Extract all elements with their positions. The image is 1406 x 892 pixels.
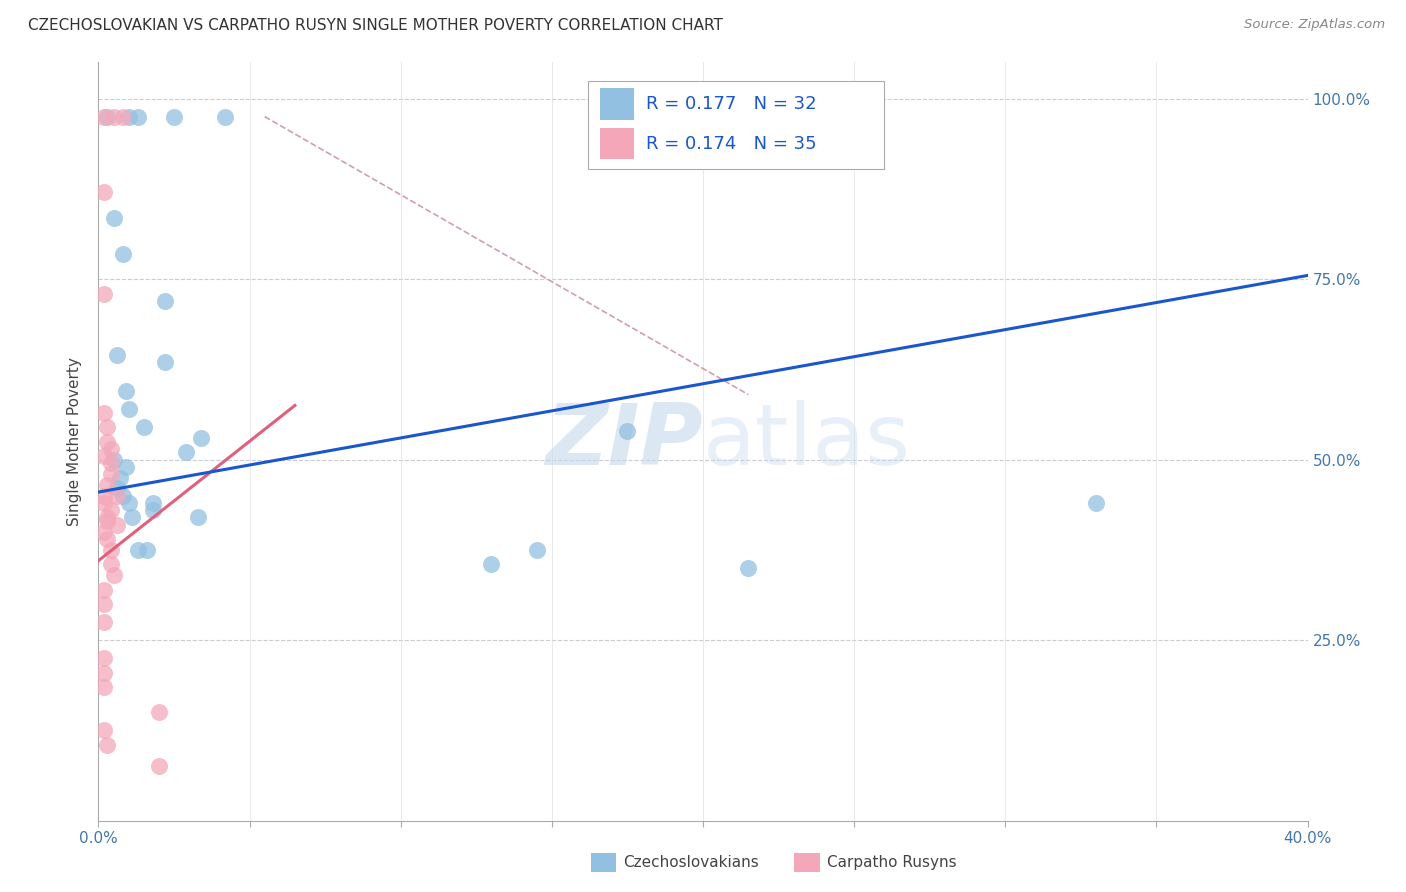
Text: atlas: atlas xyxy=(703,400,911,483)
Point xyxy=(93,680,115,694)
Point xyxy=(100,456,122,470)
Point xyxy=(111,110,134,124)
Text: R = 0.174   N = 35: R = 0.174 N = 35 xyxy=(647,135,817,153)
Point xyxy=(93,615,115,629)
Point xyxy=(118,496,141,510)
Point xyxy=(148,706,170,720)
Point xyxy=(96,510,118,524)
Point xyxy=(93,524,115,539)
Point xyxy=(96,532,118,546)
Point xyxy=(96,738,118,752)
Text: Czechoslovakians: Czechoslovakians xyxy=(623,855,759,870)
Point xyxy=(103,452,125,467)
Point xyxy=(96,514,118,528)
Point xyxy=(118,110,141,124)
Point xyxy=(526,542,548,557)
Point xyxy=(190,431,212,445)
Point xyxy=(127,542,149,557)
Point xyxy=(93,186,115,200)
Point xyxy=(132,420,155,434)
FancyBboxPatch shape xyxy=(588,81,884,169)
Point xyxy=(93,597,115,611)
Text: R = 0.177   N = 32: R = 0.177 N = 32 xyxy=(647,95,817,113)
Point xyxy=(105,489,128,503)
Text: CZECHOSLOVAKIAN VS CARPATHO RUSYN SINGLE MOTHER POVERTY CORRELATION CHART: CZECHOSLOVAKIAN VS CARPATHO RUSYN SINGLE… xyxy=(28,18,723,33)
Point xyxy=(114,459,136,474)
Point xyxy=(187,510,209,524)
Point xyxy=(105,348,128,362)
Point xyxy=(481,558,503,572)
Point xyxy=(121,510,143,524)
Point xyxy=(163,110,186,124)
Point xyxy=(153,293,176,308)
Point xyxy=(111,489,134,503)
Point xyxy=(96,420,118,434)
Bar xyxy=(600,88,634,120)
Point xyxy=(96,110,118,124)
Point xyxy=(93,582,115,597)
Point xyxy=(105,517,128,532)
Point xyxy=(100,442,122,456)
Point xyxy=(214,110,236,124)
Point xyxy=(100,558,122,572)
Point xyxy=(93,723,115,738)
Y-axis label: Single Mother Poverty: Single Mother Poverty xyxy=(67,357,83,526)
Point xyxy=(93,651,115,665)
Point xyxy=(616,424,638,438)
Point xyxy=(100,542,122,557)
Point xyxy=(93,286,115,301)
Point xyxy=(108,470,131,484)
Point xyxy=(114,384,136,398)
Point xyxy=(103,211,125,225)
Point xyxy=(93,496,115,510)
Point xyxy=(93,406,115,420)
Bar xyxy=(600,128,634,160)
Point xyxy=(174,445,197,459)
Point xyxy=(103,568,125,582)
Point xyxy=(93,110,115,124)
Point xyxy=(111,247,134,261)
Point xyxy=(93,665,115,680)
Point xyxy=(135,542,157,557)
Point xyxy=(737,561,759,575)
Point xyxy=(96,434,118,449)
Point xyxy=(148,759,170,773)
Point xyxy=(142,503,165,517)
Point xyxy=(103,110,125,124)
Point xyxy=(1085,496,1108,510)
Point xyxy=(153,355,176,369)
Point xyxy=(142,496,165,510)
Point xyxy=(127,110,149,124)
Text: Carpatho Rusyns: Carpatho Rusyns xyxy=(827,855,956,870)
Point xyxy=(93,489,115,503)
Point xyxy=(105,482,128,496)
Text: ZIP: ZIP xyxy=(546,400,703,483)
Point xyxy=(93,449,115,463)
Point xyxy=(100,503,122,517)
Text: Source: ZipAtlas.com: Source: ZipAtlas.com xyxy=(1244,18,1385,31)
Point xyxy=(118,402,141,417)
Point xyxy=(100,467,122,481)
Point xyxy=(96,478,118,492)
